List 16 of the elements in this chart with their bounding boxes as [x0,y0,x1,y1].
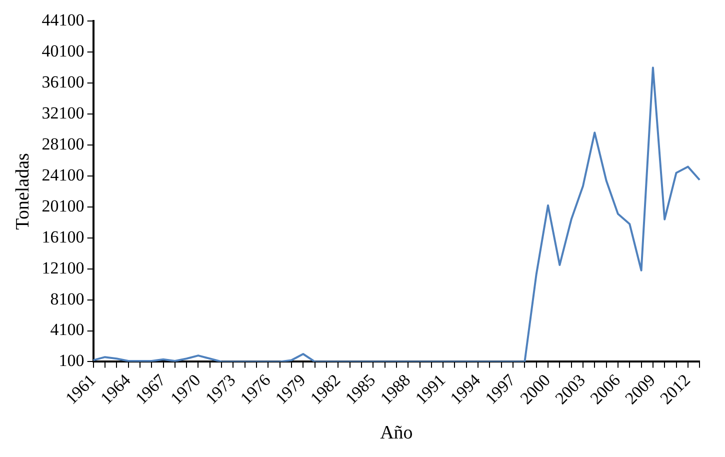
y-tick-label: 28100 [42,134,84,154]
y-tick-label: 4100 [50,320,84,340]
y-tick-label: 20100 [42,196,84,216]
y-tick-label: 8100 [50,289,84,308]
y-tick-label: 12100 [42,258,84,278]
y-tick-label: 40100 [42,42,84,61]
x-tick-label: 1991 [412,370,450,408]
x-tick-label: 1961 [62,370,100,408]
y-axis-title: Toneladas [12,153,34,230]
y-tick-label: 16100 [42,227,84,246]
y-tick-label: 36100 [42,72,84,92]
y-tick-label: 32100 [42,104,84,123]
x-axis-title: Año [380,422,413,444]
y-tick-label: 44100 [42,10,84,30]
y-tick-label: 100 [58,351,84,370]
y-tick-label: 24100 [42,165,84,184]
